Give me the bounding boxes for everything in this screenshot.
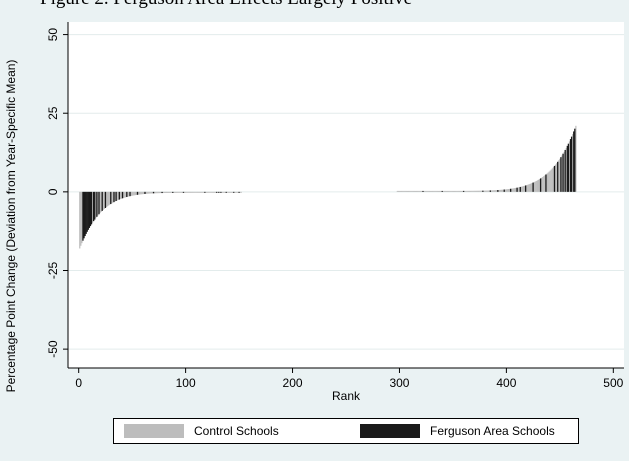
y-axis-ticks: 50 25 0 -25 -50 — [46, 28, 68, 358]
y-tick-label: 0 — [46, 188, 60, 195]
x-axis-ticks: 0 100 200 300 400 500 — [75, 368, 624, 390]
plot-area — [68, 22, 624, 368]
legend-label-control: Control Schools — [194, 424, 279, 438]
y-tick-label: -25 — [46, 261, 60, 279]
x-tick-label: 200 — [283, 376, 303, 390]
x-tick-label: 400 — [496, 376, 516, 390]
y-tick-label: 25 — [46, 106, 60, 120]
legend-label-ferguson: Ferguson Area Schools — [430, 424, 555, 438]
x-tick-label: 0 — [75, 376, 82, 390]
x-axis-label: Rank — [332, 389, 361, 403]
legend-swatch-control — [124, 424, 184, 438]
legend: Control Schools Ferguson Area Schools — [113, 418, 579, 444]
ferguson-bars — [82, 128, 576, 241]
x-tick-label: 100 — [176, 376, 196, 390]
x-tick-label: 300 — [389, 376, 409, 390]
y-tick-label: -50 — [46, 340, 60, 358]
legend-swatch-ferguson — [360, 424, 420, 438]
control-bars — [79, 125, 577, 249]
y-axis-label: Percentage Point Change (Deviation from … — [4, 60, 18, 393]
y-tick-label: 50 — [46, 28, 60, 42]
x-tick-label: 500 — [603, 376, 623, 390]
figure-caption: Figure 2. Ferguson Area Effects Largely … — [40, 0, 412, 10]
